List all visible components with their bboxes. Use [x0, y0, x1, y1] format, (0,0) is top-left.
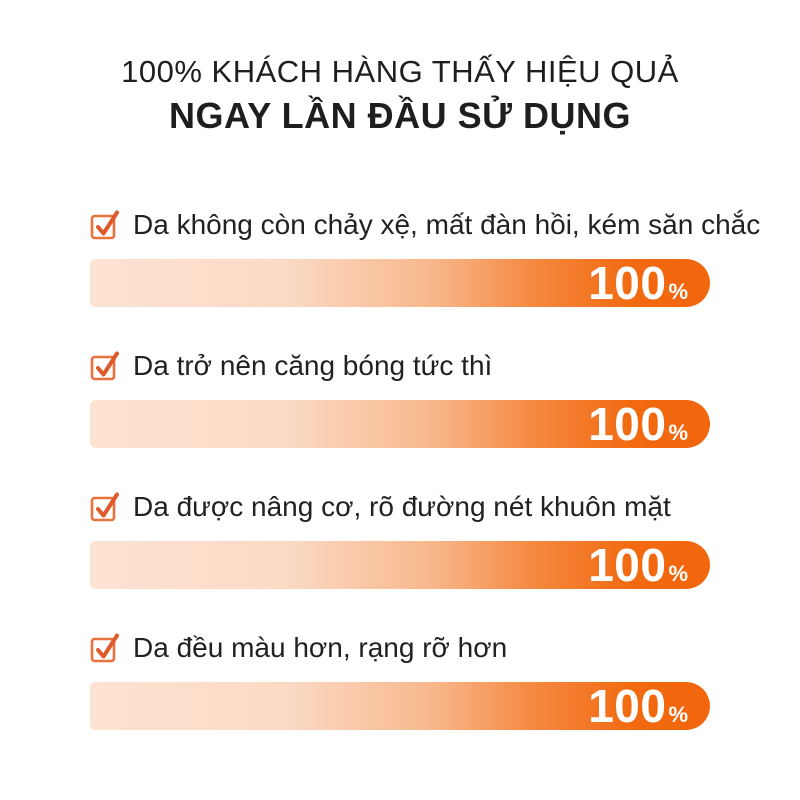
bar-value: 100	[588, 539, 667, 591]
bar-unit: %	[668, 702, 688, 727]
checked-checkbox-icon	[90, 351, 119, 381]
item-row: Da không còn chảy xệ, mất đàn hồi, kém s…	[90, 206, 760, 244]
item-row: Da được nâng cơ, rõ đường nét khuôn mặt	[90, 488, 710, 526]
page-title: 100% KHÁCH HÀNG THẤY HIỆU QUẢ NGAY LẦN Đ…	[0, 0, 800, 138]
item-row: Da trở nên căng bóng tức thì	[90, 347, 710, 385]
checked-checkbox-icon	[90, 633, 119, 663]
list-item: Da không còn chảy xệ, mất đàn hồi, kém s…	[90, 206, 760, 307]
bar-unit: %	[668, 420, 688, 445]
bar-value: 100	[588, 398, 667, 450]
item-row: Da đều màu hơn, rạng rỡ hơn	[90, 629, 710, 667]
item-label: Da được nâng cơ, rõ đường nét khuôn mặt	[133, 491, 671, 522]
percentage-bar: 100 %	[90, 682, 710, 730]
percentage-bar: 100 %	[90, 541, 710, 589]
bar-value: 100	[588, 257, 667, 309]
list-item: Da đều màu hơn, rạng rỡ hơn 100 %	[90, 629, 710, 730]
list-item: Da được nâng cơ, rõ đường nét khuôn mặt …	[90, 488, 710, 589]
checked-checkbox-icon	[90, 210, 119, 240]
title-line-1: 100% KHÁCH HÀNG THẤY HIỆU QUẢ	[121, 54, 679, 89]
item-label: Da trở nên căng bóng tức thì	[133, 350, 493, 381]
bar-unit: %	[668, 561, 688, 586]
item-label: Da không còn chảy xệ, mất đàn hồi, kém s…	[133, 209, 761, 240]
list-item: Da trở nên căng bóng tức thì 100 %	[90, 347, 710, 448]
checked-checkbox-icon	[90, 492, 119, 522]
results-list: Da không còn chảy xệ, mất đàn hồi, kém s…	[90, 206, 760, 730]
percentage-bar: 100 %	[90, 400, 710, 448]
bar-unit: %	[668, 279, 688, 304]
title-line-2: NGAY LẦN ĐẦU SỬ DỤNG	[169, 95, 631, 136]
item-label: Da đều màu hơn, rạng rỡ hơn	[133, 632, 508, 663]
percentage-bar: 100 %	[90, 259, 710, 307]
bar-value: 100	[588, 680, 667, 732]
